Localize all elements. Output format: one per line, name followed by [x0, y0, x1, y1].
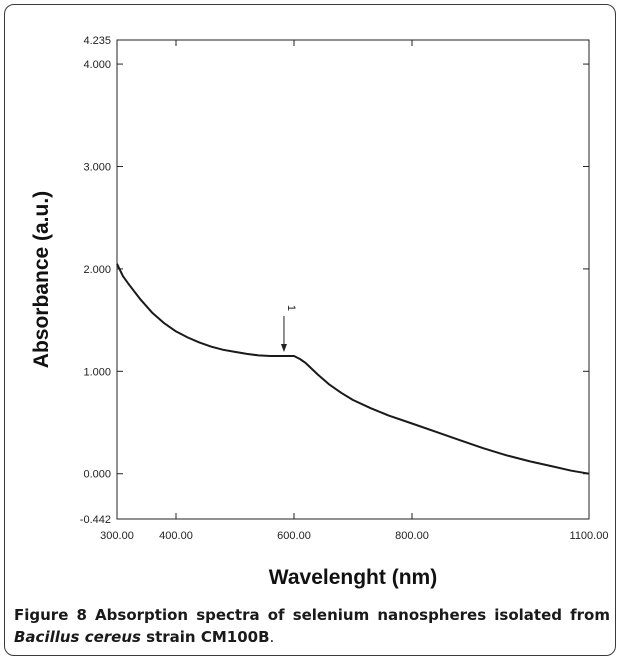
y-axis-label: Absorbance (a.u.) — [30, 191, 53, 368]
x-axis-label: Wavelenght (nm) — [269, 566, 437, 589]
absorbance-spectrum-line — [116, 263, 590, 475]
x-tick-label: 600.00 — [277, 530, 311, 542]
y-tick-label: 2.000 — [83, 264, 111, 276]
peak-marker-label: 1 — [285, 305, 297, 311]
caption-label: Figure 8 — [14, 606, 87, 624]
caption-text-1: Absorption spectra of selenium nanospher… — [86, 606, 610, 624]
x-tick-label: 800.00 — [395, 530, 429, 542]
x-tick-label: 300.00 — [100, 530, 134, 542]
y-tick-label: -0.442 — [80, 514, 111, 526]
peak-marker-arrow — [280, 343, 287, 352]
caption-end: . — [269, 628, 275, 646]
y-tick-label: 3.000 — [83, 161, 111, 173]
x-tick-label: 1100.00 — [570, 530, 609, 542]
y-tick-label: 1.000 — [83, 366, 111, 378]
y-tick-label: 4.235 — [83, 35, 111, 47]
plot-area-frame — [116, 39, 590, 520]
caption-species: Bacillus cereus — [14, 628, 141, 646]
y-tick-label: 0.000 — [83, 469, 111, 481]
y-tick-label: 4.000 — [83, 59, 111, 71]
absorption-chart: -0.442 0.000 1.000 2.000 3.000 4.000 4.235 300.… — [30, 35, 609, 589]
x-tick-label: 400.00 — [159, 530, 193, 542]
figure-caption: Figure 8 Absorption spectra of selenium … — [14, 604, 610, 648]
caption-text-2: strain CM100B — [140, 628, 270, 646]
figure-frame — [4, 4, 616, 656]
